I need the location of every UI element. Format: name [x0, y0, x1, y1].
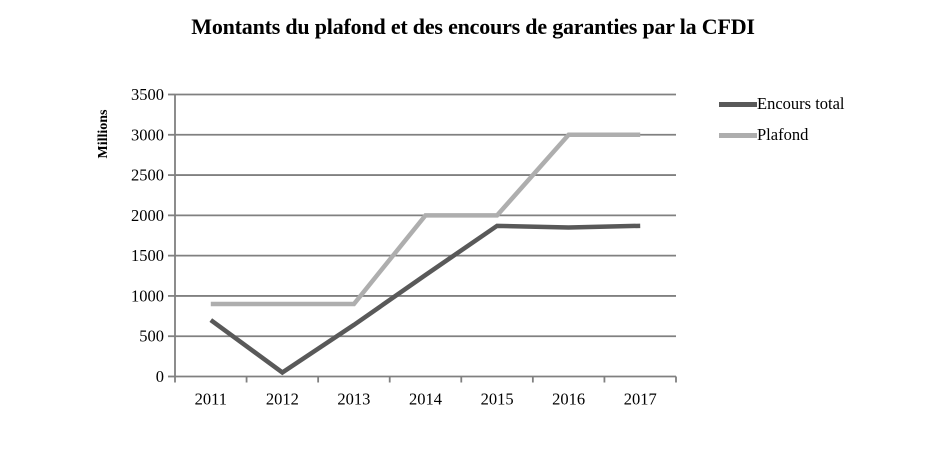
legend-line-swatch-plafond: [719, 132, 757, 138]
x-tick-label: 2011: [195, 390, 227, 409]
legend-item-plafond: Plafond: [719, 125, 845, 145]
y-tick-label: 3000: [131, 125, 164, 144]
legend-label-encours-total: Encours total: [757, 94, 845, 113]
series-line-plafond: [210, 132, 641, 307]
x-tick-label: 2017: [624, 390, 657, 409]
legend-label-plafond: Plafond: [757, 125, 809, 144]
series-line-encours-total: [209, 223, 641, 376]
x-tick-label: 2014: [409, 390, 442, 409]
y-tick-label: 1000: [131, 286, 164, 305]
y-tick-label: 3500: [131, 85, 164, 104]
chart-title: Montants du plafond et des encours de ga…: [191, 14, 755, 39]
x-tick-label: 2016: [552, 390, 585, 409]
x-tick-label: 2015: [481, 390, 514, 409]
y-tick-label: 2500: [131, 166, 164, 185]
y-tick-label: 2000: [131, 206, 164, 225]
x-tick-label: 2012: [266, 390, 299, 409]
x-tick-label: 2013: [337, 390, 370, 409]
y-axis-title: Millions: [96, 109, 111, 159]
y-tick-label: 0: [156, 367, 164, 386]
legend-line-swatch-encours-total: [719, 101, 757, 107]
y-tick-label: 500: [139, 327, 164, 346]
y-tick-label: 1500: [131, 246, 164, 265]
legend-item-encours-total: Encours total: [719, 94, 845, 114]
legend: Encours total Plafond: [719, 94, 845, 156]
